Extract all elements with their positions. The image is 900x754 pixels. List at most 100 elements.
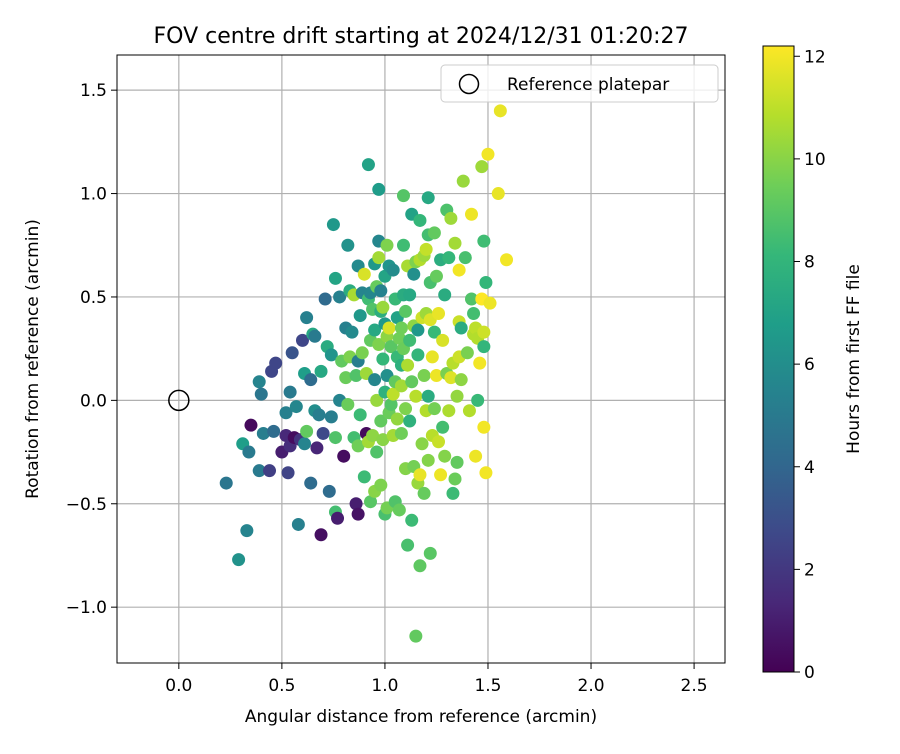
colorbar-label: Hours from first FF file [844, 264, 864, 454]
x-tick-label: 1.5 [474, 676, 501, 696]
grid-lines [117, 55, 725, 663]
y-tick-label: 1.0 [80, 185, 107, 205]
data-point [380, 238, 394, 252]
data-point [429, 369, 443, 383]
data-point [382, 321, 396, 335]
data-point [417, 369, 431, 383]
data-point [405, 513, 419, 527]
legend: Reference platepar [440, 64, 719, 103]
colorbar-tick-label: 4 [804, 458, 815, 478]
data-point [244, 418, 258, 432]
data-point [300, 311, 314, 325]
data-point [399, 304, 413, 318]
x-tick-label: 2.5 [681, 676, 708, 696]
data-point [366, 429, 380, 443]
data-point [374, 284, 388, 298]
data-point [374, 414, 388, 428]
data-point [399, 402, 413, 416]
data-point [491, 187, 505, 201]
x-tick-label: 0.0 [165, 676, 192, 696]
data-point [364, 495, 378, 509]
data-point [285, 346, 299, 360]
data-point [419, 242, 433, 256]
data-point [339, 371, 353, 385]
data-point [469, 449, 483, 463]
data-point [415, 437, 429, 451]
data-point [355, 346, 369, 360]
data-point [337, 449, 351, 463]
data-point [219, 476, 233, 490]
data-point [351, 439, 365, 453]
data-point [390, 412, 404, 426]
data-point [477, 234, 491, 248]
x-tick-label: 0.5 [268, 676, 295, 696]
x-tick-label: 2.0 [578, 676, 605, 696]
data-point [444, 371, 458, 385]
data-point [413, 559, 427, 573]
x-tick-label: 1.0 [371, 676, 398, 696]
data-point [308, 329, 322, 343]
data-point [394, 321, 408, 335]
data-point [493, 104, 507, 118]
data-point [392, 503, 406, 517]
data-point [324, 410, 338, 424]
data-point [351, 507, 365, 521]
data-point [376, 433, 390, 447]
colorbar-tick-label: 12 [804, 47, 826, 67]
data-point [475, 160, 489, 174]
data-point [314, 364, 328, 378]
data-point [370, 393, 384, 407]
data-point [370, 445, 384, 459]
data-point [450, 389, 464, 403]
data-point [376, 352, 390, 366]
data-point [421, 453, 435, 467]
data-point [477, 325, 491, 339]
data-point [444, 211, 458, 225]
data-point [454, 373, 468, 387]
data-point [409, 389, 423, 403]
data-point [333, 290, 347, 304]
data-point [436, 420, 450, 434]
data-point [269, 356, 283, 370]
colorbar-ticks: 0 2 4 6 8 10 12 [794, 47, 826, 683]
data-point [448, 236, 462, 250]
data-point [467, 307, 481, 321]
data-point [240, 524, 254, 538]
data-point [242, 445, 256, 459]
data-point [295, 333, 309, 347]
data-point [386, 387, 400, 401]
data-point [448, 472, 462, 486]
legend-label-reference-platepar: Reference platepar [507, 75, 669, 95]
data-point [304, 373, 318, 387]
data-point [442, 251, 456, 265]
data-point [446, 486, 460, 500]
data-point [263, 464, 277, 478]
data-point [500, 253, 514, 267]
y-tick-label: 1.5 [80, 81, 107, 101]
data-point [427, 325, 441, 339]
data-point [368, 323, 382, 337]
data-point [477, 340, 491, 354]
x-axis-label: Angular distance from reference (arcmin) [245, 707, 597, 727]
data-point [318, 292, 332, 306]
data-point [427, 402, 441, 416]
data-point [409, 629, 423, 643]
data-point [267, 424, 281, 438]
data-point [436, 333, 450, 347]
data-point [434, 468, 448, 482]
data-point [403, 414, 417, 428]
data-point [425, 350, 439, 364]
data-point [462, 404, 476, 418]
data-point [331, 511, 345, 525]
data-point [413, 213, 427, 227]
data-point [442, 404, 456, 418]
data-point [328, 271, 342, 285]
data-point [483, 296, 497, 310]
data-point [396, 189, 410, 203]
data-point [361, 158, 375, 172]
colorbar-tick-label: 2 [804, 560, 815, 580]
legend-box [440, 64, 719, 103]
data-point [384, 397, 398, 411]
chart-title: FOV centre drift starting at 2024/12/31 … [154, 24, 689, 49]
